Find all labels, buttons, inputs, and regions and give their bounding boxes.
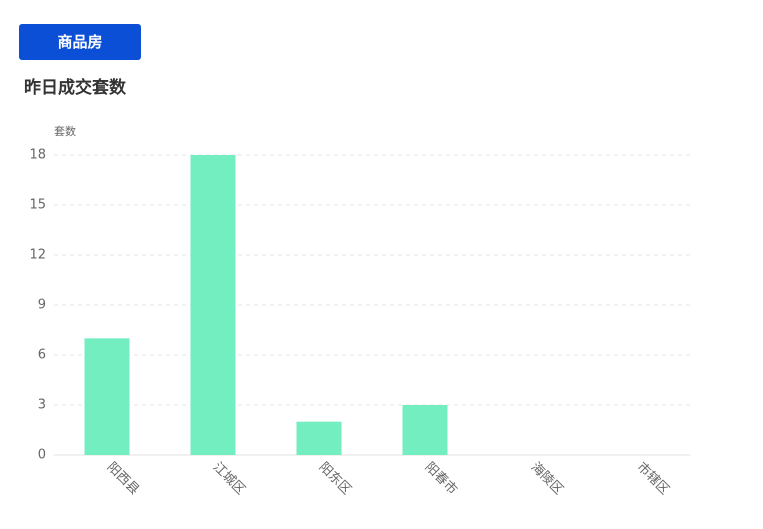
y-tick-label: 15: [29, 198, 46, 213]
y-tick-label: 6: [38, 348, 46, 363]
chart-title: 昨日成交套数: [24, 77, 127, 98]
bar: [296, 421, 342, 455]
x-tick-label: 阳东区: [316, 460, 354, 498]
bar: [84, 338, 130, 455]
y-tick-label: 3: [38, 398, 46, 413]
y-tick-label: 9: [38, 298, 46, 313]
x-tick-label: 海陵区: [528, 460, 566, 498]
x-tick-label: 阳春市: [422, 459, 461, 498]
x-tick-label: 阳西县: [104, 460, 142, 498]
x-tick-label: 市辖区: [634, 459, 673, 498]
bar: [402, 405, 448, 455]
tab-button[interactable]: 商品房: [19, 24, 141, 60]
y-tick-label: 18: [29, 148, 46, 163]
y-tick-label: 12: [29, 248, 46, 263]
x-tick-label: 江城区: [210, 460, 248, 498]
y-tick-label: 0: [38, 448, 46, 463]
bar: [190, 155, 236, 455]
y-axis-label: 套数: [54, 125, 76, 138]
